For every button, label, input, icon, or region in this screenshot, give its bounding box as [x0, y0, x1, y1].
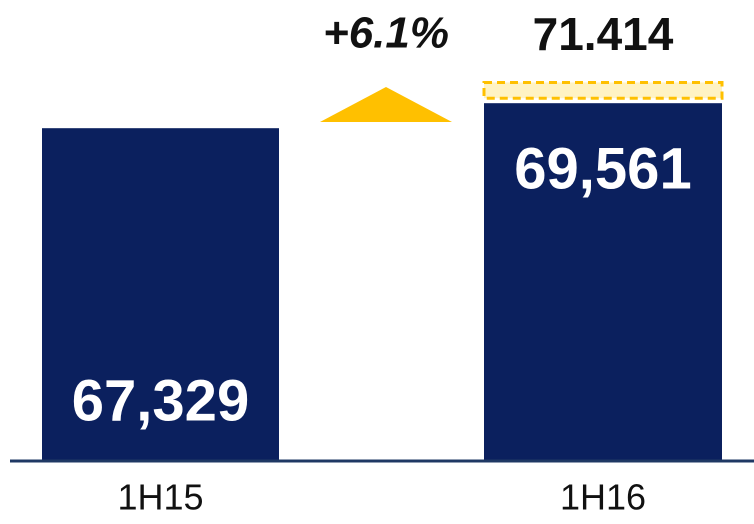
bar — [42, 128, 279, 460]
increase-arrow — [320, 87, 452, 122]
target-label: 71.414 — [533, 8, 674, 60]
x-tick-label: 1H16 — [560, 477, 646, 518]
target-box — [482, 80, 724, 100]
x-tick-label: 1H15 — [117, 477, 203, 518]
bar — [484, 103, 722, 460]
value-label: 69,561 — [514, 137, 691, 202]
value-label: 67,329 — [72, 368, 249, 433]
change-annotation: +6.1% — [323, 9, 449, 58]
